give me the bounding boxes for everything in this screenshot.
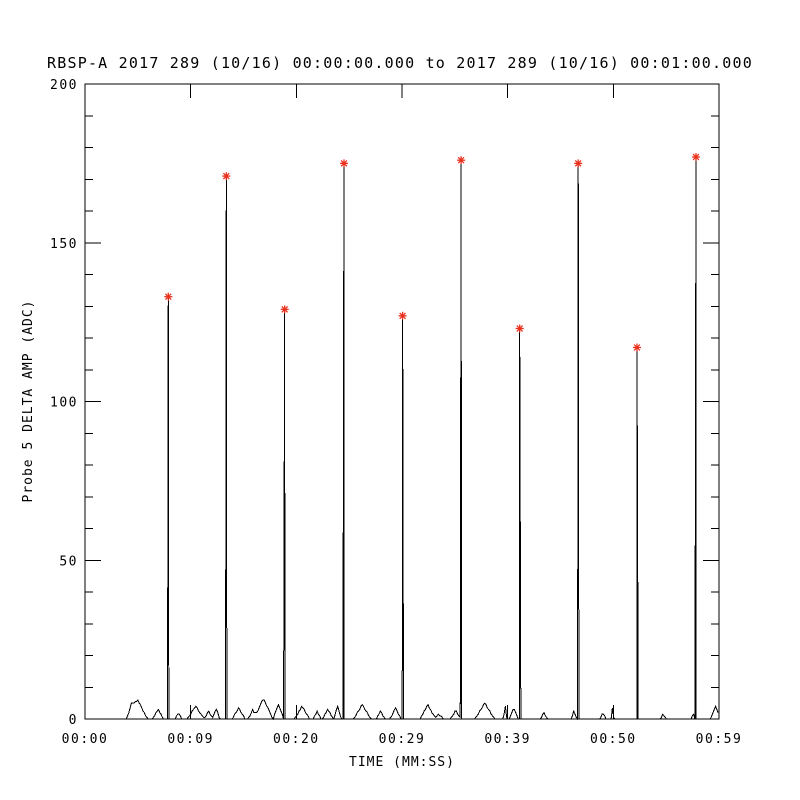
y-tick-label: 0 (69, 713, 78, 728)
asterisk-icon (516, 325, 524, 332)
y-axis-label: Probe 5 DELTA AMP (ADC) (21, 299, 36, 502)
asterisk-icon (340, 160, 348, 167)
asterisk-icon (281, 306, 289, 313)
y-tick-label: 50 (59, 554, 78, 569)
x-tick-label: 00:00 (62, 732, 109, 747)
asterisk-icon (574, 160, 582, 167)
peak-marker (574, 159, 583, 168)
data-layer (85, 153, 719, 721)
peak-marker (280, 305, 289, 314)
peak-marker (398, 311, 407, 320)
asterisk-icon (633, 344, 641, 351)
y-tick-label: 100 (50, 396, 78, 411)
axes-layer: 00:00 00:09 00:20 00:29 00:39 00:50 00:59 0 50 10… (50, 78, 743, 747)
y-tick-label: 150 (50, 237, 78, 252)
peak-marker (515, 324, 524, 333)
asterisk-icon (222, 172, 230, 180)
peak-marker (633, 343, 641, 352)
x-axis-label: TIME (MM:SS) (349, 755, 455, 770)
x-tick-label: 00:29 (379, 732, 426, 747)
x-tick-label: 00:50 (590, 732, 637, 747)
data-trace (85, 157, 719, 721)
x-tick-label: 00:59 (696, 732, 743, 747)
x-tick-label: 00:20 (273, 732, 320, 747)
asterisk-icon (399, 312, 406, 320)
peak-marker (222, 172, 231, 181)
y-tick-label: 200 (50, 78, 78, 93)
chart-title: RBSP-A 2017 289 (10/16) 00:00:00.000 to … (47, 54, 753, 72)
x-tick-label: 00:09 (167, 732, 214, 747)
asterisk-icon (457, 156, 465, 164)
peak-marker (692, 153, 700, 161)
x-tick-label: 00:39 (484, 732, 531, 747)
asterisk-icon (164, 293, 172, 301)
peak-marker (340, 159, 348, 168)
peak-marker (164, 292, 173, 301)
asterisk-icon (692, 153, 700, 161)
peak-marker (457, 156, 466, 165)
